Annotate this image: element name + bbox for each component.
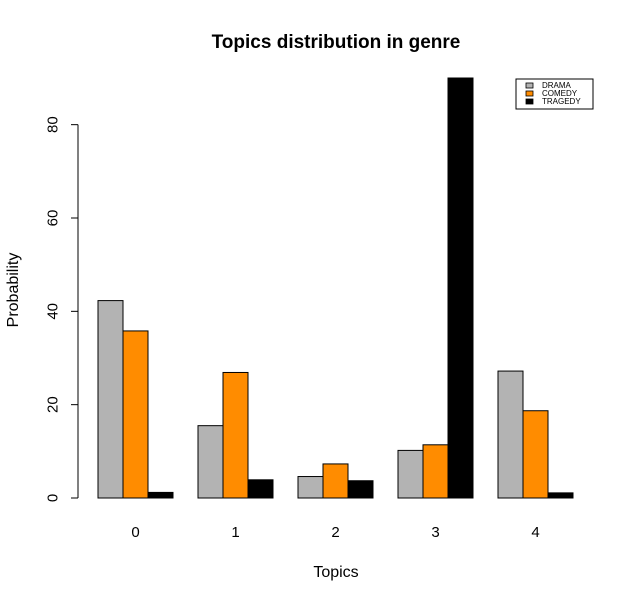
x-tick-label-4: 4 <box>531 524 539 541</box>
y-tick-label-60: 60 <box>45 210 62 227</box>
bar-drama-topic-2 <box>297 476 324 499</box>
y-tick-label-20: 20 <box>45 396 62 413</box>
bar-drama-topic-4 <box>497 370 524 499</box>
bar-tragedy-topic-2 <box>347 480 374 499</box>
y-tick-label-80: 80 <box>45 116 62 133</box>
legend-swatch-drama <box>525 82 534 89</box>
y-tick-label-0: 0 <box>45 494 62 502</box>
legend-swatch-tragedy <box>525 98 534 105</box>
y-axis: 0 20 40 60 80 <box>45 116 79 502</box>
bar-comedy-topic-2 <box>322 463 349 499</box>
bar-drama-topic-0 <box>97 300 124 499</box>
x-tick-label-2: 2 <box>331 524 339 541</box>
bars-group <box>97 77 574 499</box>
y-axis-label: Probability <box>5 253 22 328</box>
bar-comedy-topic-3 <box>422 444 449 499</box>
bar-comedy-topic-4 <box>522 410 549 499</box>
legend-swatch-comedy <box>525 90 534 97</box>
legend-label-tragedy: TRAGEDY <box>542 97 581 106</box>
bar-tragedy-topic-3 <box>447 77 474 499</box>
bar-drama-topic-3 <box>397 449 424 499</box>
bar-tragedy-topic-4 <box>547 492 574 499</box>
y-tick-label-40: 40 <box>45 303 62 320</box>
bar-comedy-topic-1 <box>222 371 249 499</box>
legend-label-comedy: COMEDY <box>542 89 578 98</box>
bar-drama-topic-1 <box>197 425 224 499</box>
x-axis-label: Topics <box>313 564 358 581</box>
x-tick-label-1: 1 <box>231 524 239 541</box>
x-axis-tick-labels: 0 1 2 3 4 <box>131 524 539 541</box>
chart-title: Topics distribution in genre <box>212 32 461 53</box>
x-tick-label-0: 0 <box>131 524 139 541</box>
legend-label-drama: DRAMA <box>542 81 572 90</box>
bar-tragedy-topic-1 <box>247 479 274 499</box>
x-tick-label-3: 3 <box>431 524 439 541</box>
bar-tragedy-topic-0 <box>147 491 174 499</box>
bar-comedy-topic-0 <box>122 330 149 499</box>
